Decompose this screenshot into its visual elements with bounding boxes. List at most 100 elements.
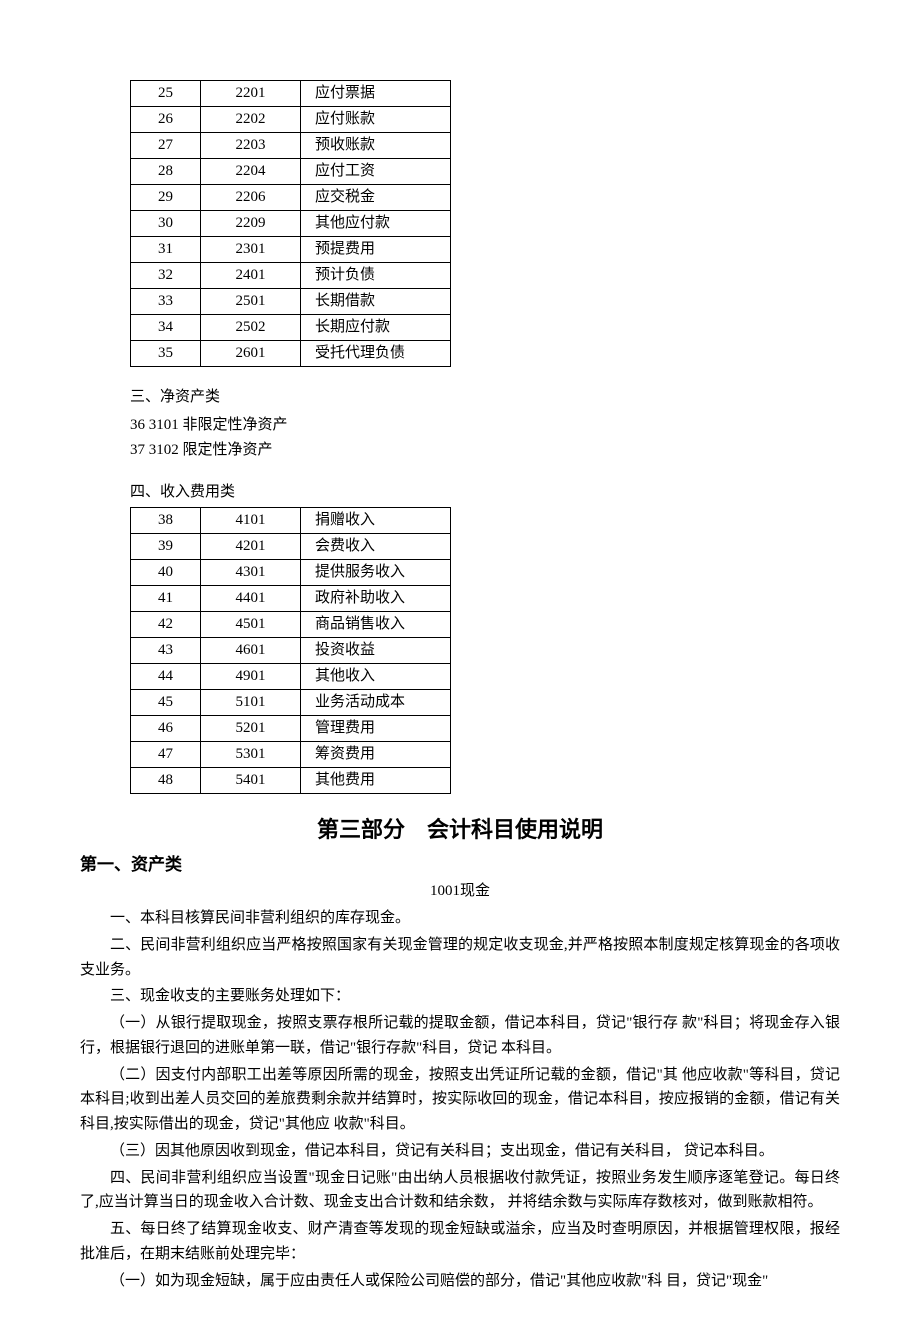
- part-3-title: 第三部分 会计科目使用说明: [80, 812, 840, 844]
- cell-code: 4301: [201, 560, 301, 586]
- section-3-heading: 三、净资产类: [130, 385, 840, 411]
- table-row: 252201应付票据: [131, 81, 451, 107]
- cell-seq: 43: [131, 638, 201, 664]
- table-row: 322401预计负债: [131, 263, 451, 289]
- cell-code: 5401: [201, 768, 301, 794]
- cell-code: 4401: [201, 586, 301, 612]
- cell-seq: 46: [131, 716, 201, 742]
- cell-seq: 38: [131, 508, 201, 534]
- table-row: 302209其他应付款: [131, 211, 451, 237]
- cell-code: 5301: [201, 742, 301, 768]
- cell-code: 2202: [201, 107, 301, 133]
- para-2: 二、民间非营利组织应当严格按照国家有关现金管理的规定收支现金,并严格按照本制度规…: [80, 933, 840, 983]
- cell-seq: 42: [131, 612, 201, 638]
- cell-seq: 31: [131, 237, 201, 263]
- cell-name: 政府补助收入: [301, 586, 451, 612]
- cell-seq: 29: [131, 185, 201, 211]
- table-1-clip: 252201应付票据262202应付账款272203预收账款282204应付工资…: [80, 80, 840, 369]
- net-assets-line-2: 37 3102 限定性净资产: [130, 438, 840, 464]
- cell-name: 应付工资: [301, 159, 451, 185]
- cell-name: 长期借款: [301, 289, 451, 315]
- table-row: 342502长期应付款: [131, 315, 451, 341]
- cell-code: 2301: [201, 237, 301, 263]
- cell-seq: 26: [131, 107, 201, 133]
- cell-name: 会费收入: [301, 534, 451, 560]
- table-row: 444901其他收入: [131, 664, 451, 690]
- cell-code: 4101: [201, 508, 301, 534]
- table-row: 384101捐赠收入: [131, 508, 451, 534]
- cell-name: 受托代理负债: [301, 341, 451, 367]
- cell-seq: 40: [131, 560, 201, 586]
- para-9: （一）如为现金短缺，属于应由责任人或保险公司赔偿的部分，借记"其他应收款"科 目…: [80, 1269, 840, 1294]
- cell-name: 应交税金: [301, 185, 451, 211]
- section-4-heading: 四、收入费用类: [130, 480, 840, 506]
- cell-name: 管理费用: [301, 716, 451, 742]
- table-row: 282204应付工资: [131, 159, 451, 185]
- para-8: 五、每日终了结算现金收支、财产清查等发现的现金短缺或溢余，应当及时查明原因，并根…: [80, 1217, 840, 1267]
- cell-code: 2401: [201, 263, 301, 289]
- cell-name: 其他费用: [301, 768, 451, 794]
- table-row: 332501长期借款: [131, 289, 451, 315]
- cell-code: 4201: [201, 534, 301, 560]
- cell-code: 2502: [201, 315, 301, 341]
- table-row: 424501商品销售收入: [131, 612, 451, 638]
- cell-name: 商品销售收入: [301, 612, 451, 638]
- spacer: [80, 464, 840, 476]
- cell-name: 投资收益: [301, 638, 451, 664]
- table-row: 394201会费收入: [131, 534, 451, 560]
- cell-name: 应付账款: [301, 107, 451, 133]
- cell-code: 4901: [201, 664, 301, 690]
- table-row: 262202应付账款: [131, 107, 451, 133]
- cell-seq: 33: [131, 289, 201, 315]
- cell-seq: 47: [131, 742, 201, 768]
- table-row: 434601投资收益: [131, 638, 451, 664]
- cell-code: 2206: [201, 185, 301, 211]
- para-4: （一）从银行提取现金，按照支票存根所记载的提取金额，借记本科目，贷记"银行存 款…: [80, 1011, 840, 1061]
- para-1: 一、本科目核算民间非营利组织的库存现金。: [80, 906, 840, 931]
- cell-seq: 41: [131, 586, 201, 612]
- cell-seq: 25: [131, 81, 201, 107]
- table-row: 475301筹资费用: [131, 742, 451, 768]
- para-3: 三、现金收支的主要账务处理如下：: [80, 984, 840, 1009]
- cell-code: 2201: [201, 81, 301, 107]
- cell-code: 2601: [201, 341, 301, 367]
- cell-seq: 34: [131, 315, 201, 341]
- cell-name: 预收账款: [301, 133, 451, 159]
- cell-seq: 28: [131, 159, 201, 185]
- cell-seq: 39: [131, 534, 201, 560]
- table-row: 272203预收账款: [131, 133, 451, 159]
- table-row: 352601受托代理负债: [131, 341, 451, 367]
- cell-code: 2204: [201, 159, 301, 185]
- table-row: 485401其他费用: [131, 768, 451, 794]
- cell-name: 提供服务收入: [301, 560, 451, 586]
- table-row: 404301提供服务收入: [131, 560, 451, 586]
- cell-name: 预提费用: [301, 237, 451, 263]
- cell-seq: 44: [131, 664, 201, 690]
- cell-name: 应付票据: [301, 81, 451, 107]
- para-7: 四、民间非营利组织应当设置"现金日记账"由出纳人员根据收付款凭证，按照业务发生顺…: [80, 1166, 840, 1216]
- table-row: 455101业务活动成本: [131, 690, 451, 716]
- asset-section-heading: 第一、资产类: [80, 850, 840, 875]
- accounts-table-liabilities: 252201应付票据262202应付账款272203预收账款282204应付工资…: [130, 80, 451, 367]
- subject-code-1001: 1001现金: [80, 879, 840, 900]
- cell-seq: 30: [131, 211, 201, 237]
- cell-code: 4501: [201, 612, 301, 638]
- cell-seq: 32: [131, 263, 201, 289]
- para-5: （二）因支付内部职工出差等原因所需的现金，按照支出凭证所记载的金额，借记"其 他…: [80, 1063, 840, 1137]
- cell-code: 2209: [201, 211, 301, 237]
- cell-name: 筹资费用: [301, 742, 451, 768]
- cell-seq: 27: [131, 133, 201, 159]
- cell-name: 长期应付款: [301, 315, 451, 341]
- cell-name: 其他应付款: [301, 211, 451, 237]
- cell-code: 4601: [201, 638, 301, 664]
- cell-code: 2203: [201, 133, 301, 159]
- cell-name: 其他收入: [301, 664, 451, 690]
- para-6: （三）因其他原因收到现金，借记本科目，贷记有关科目；支出现金，借记有关科目， 贷…: [80, 1139, 840, 1164]
- cell-seq: 35: [131, 341, 201, 367]
- table-row: 414401政府补助收入: [131, 586, 451, 612]
- cell-name: 捐赠收入: [301, 508, 451, 534]
- spacer: [80, 369, 840, 381]
- table-2-clip: 384101捐赠收入394201会费收入404301提供服务收入414401政府…: [80, 507, 840, 794]
- cell-code: 5101: [201, 690, 301, 716]
- table-row: 312301预提费用: [131, 237, 451, 263]
